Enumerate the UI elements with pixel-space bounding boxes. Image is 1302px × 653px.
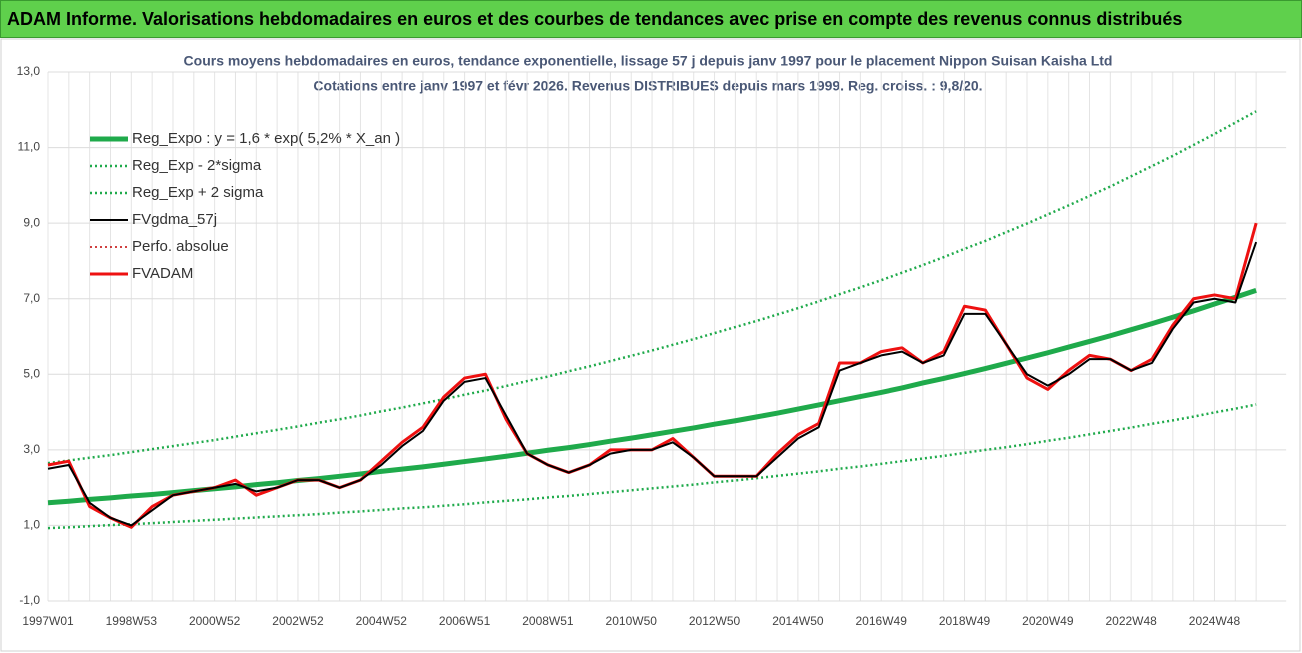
series-line (47, 288, 1257, 506)
x-tick-label: 2006W51 (439, 614, 491, 628)
x-tick-label: 1998W53 (106, 614, 158, 628)
x-tick-label: 2010W50 (606, 614, 658, 628)
legend-label: Perfo. absolue (132, 238, 229, 255)
y-tick-label: -1,0 (19, 593, 40, 607)
x-tick-label: 2002W52 (272, 614, 324, 628)
y-tick-label: 1,0 (23, 518, 40, 532)
y-tick-label: 9,0 (23, 215, 40, 229)
legend-label: FVgdma_57j (132, 211, 217, 228)
chart: Cours moyens hebdomadaires en euros, ten… (0, 38, 1301, 652)
banner-title: ADAM Informe. Valorisations hebdomadaire… (7, 8, 1183, 29)
series-line (47, 110, 1257, 465)
x-tick-label: 2008W51 (522, 614, 574, 628)
x-tick-label: 1997W01 (22, 614, 74, 628)
x-tick-label: 2004W52 (356, 614, 408, 628)
x-tick-label: 2024W48 (1189, 614, 1241, 628)
legend-label: Reg_Exp + 2 sigma (132, 184, 264, 201)
series-line (47, 403, 1257, 530)
y-tick-label: 7,0 (23, 291, 40, 305)
x-tick-label: 2000W52 (189, 614, 241, 628)
x-tick-label: 2014W50 (772, 614, 824, 628)
legend-label: Reg_Expo : y = 1,6 * exp( 5,2% * X_an ) (132, 130, 400, 147)
chart-subtitle: Cotations entre janv 1997 et févr 2026. … (313, 78, 982, 94)
x-tick-label: 2018W49 (939, 614, 991, 628)
x-tick-label: 2012W50 (689, 614, 741, 628)
y-tick-label: 3,0 (23, 442, 40, 456)
banner: ADAM Informe. Valorisations hebdomadaire… (0, 0, 1302, 38)
y-tick-label: 13,0 (17, 64, 41, 78)
y-tick-label: 5,0 (23, 366, 40, 380)
x-tick-label: 2020W49 (1022, 614, 1074, 628)
chart-title: Cours moyens hebdomadaires en euros, ten… (184, 53, 1113, 69)
legend-label: FVADAM (132, 265, 193, 282)
x-tick-label: 2022W48 (1105, 614, 1157, 628)
series-line (47, 241, 1258, 527)
x-tick-label: 2016W49 (856, 614, 908, 628)
y-tick-label: 11,0 (18, 140, 41, 154)
legend-label: Reg_Exp - 2*sigma (132, 157, 262, 174)
